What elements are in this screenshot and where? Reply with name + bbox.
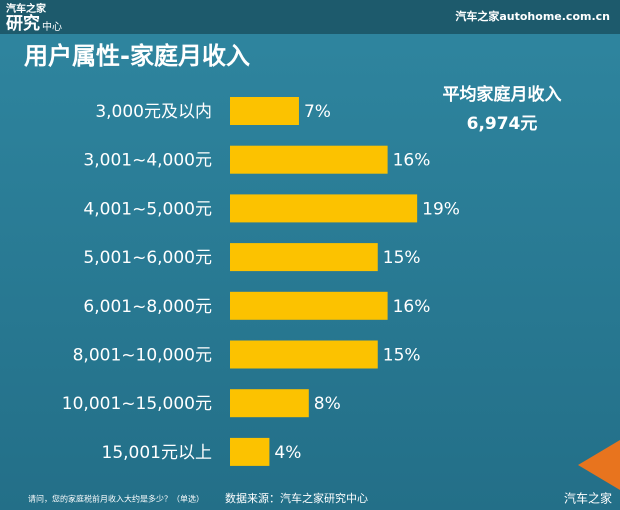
question-note: 请问，您的家庭税前月收入大约是多少？（单选） bbox=[28, 494, 204, 504]
annotation-value: 6,974元 bbox=[467, 114, 538, 134]
category-label: 15,001元以上 bbox=[102, 443, 212, 463]
category-label: 3,001~4,000元 bbox=[83, 151, 212, 171]
header-bar bbox=[0, 0, 620, 34]
annotation-label: 平均家庭月收入 bbox=[443, 84, 562, 105]
value-label: 16% bbox=[393, 297, 431, 317]
watermark: 汽车之家 bbox=[564, 491, 612, 506]
bar bbox=[230, 194, 418, 223]
value-label: 16% bbox=[393, 151, 431, 171]
logo-sub: 中心 bbox=[42, 20, 62, 33]
bar bbox=[230, 97, 299, 125]
category-label: 6,001~8,000元 bbox=[83, 297, 212, 317]
bar bbox=[230, 291, 388, 320]
bar bbox=[230, 437, 270, 466]
bar bbox=[230, 145, 388, 174]
value-label: 19% bbox=[422, 199, 460, 219]
category-label: 8,001~10,000元 bbox=[73, 346, 212, 366]
category-label: 4,001~5,000元 bbox=[83, 199, 212, 219]
bar bbox=[230, 243, 378, 272]
value-label: 4% bbox=[274, 443, 301, 463]
logo-top: 汽车之家 bbox=[6, 2, 47, 15]
bar bbox=[230, 340, 378, 369]
site-name: 汽车之家autohome.com.cn bbox=[455, 9, 610, 23]
bar bbox=[230, 389, 309, 418]
value-label: 15% bbox=[383, 346, 421, 366]
value-label: 8% bbox=[314, 394, 341, 414]
logo-main: 研究 bbox=[6, 13, 40, 34]
category-label: 10,001~15,000元 bbox=[62, 394, 212, 414]
value-label: 7% bbox=[304, 102, 331, 122]
arrow-decoration bbox=[578, 440, 620, 490]
source-note: 数据来源：汽车之家研究中心 bbox=[225, 491, 368, 505]
category-label: 3,000元及以内 bbox=[95, 102, 212, 122]
category-label: 5,001~6,000元 bbox=[83, 248, 212, 268]
value-label: 15% bbox=[383, 248, 421, 268]
chart-title: 用户属性-家庭月收入 bbox=[24, 42, 250, 70]
